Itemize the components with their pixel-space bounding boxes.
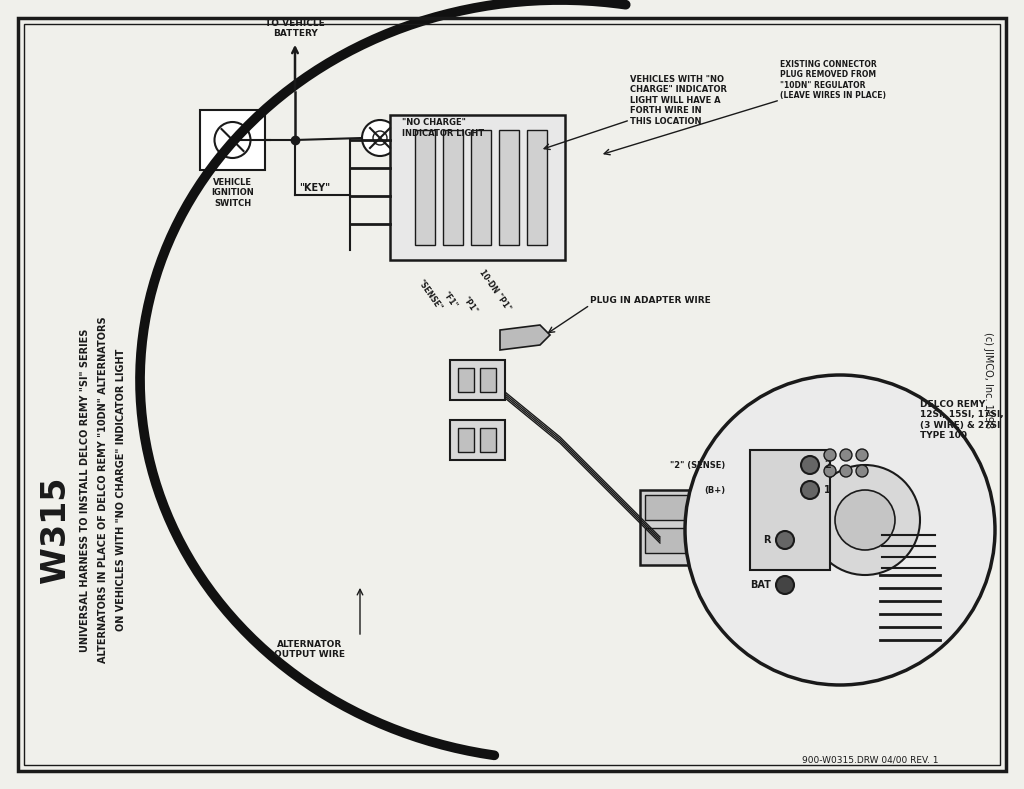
Circle shape xyxy=(685,375,995,685)
Circle shape xyxy=(801,481,819,499)
Bar xyxy=(390,115,565,260)
Circle shape xyxy=(824,449,836,461)
Circle shape xyxy=(835,490,895,550)
Bar xyxy=(458,368,474,392)
Text: TO VEHICLE
BATTERY: TO VEHICLE BATTERY xyxy=(265,19,325,38)
Text: W315: W315 xyxy=(39,477,72,583)
Circle shape xyxy=(214,122,251,158)
Bar xyxy=(200,110,265,170)
Bar xyxy=(640,490,695,565)
Bar xyxy=(527,130,547,245)
Text: 2: 2 xyxy=(824,460,830,470)
Bar xyxy=(645,528,690,553)
Text: (c) JIMCO, Inc. 1998: (c) JIMCO, Inc. 1998 xyxy=(983,332,993,428)
Text: DELCO REMY
12SI, 15SI, 17SI,
(3 WIRE) & 27SI
TYPE 100: DELCO REMY 12SI, 15SI, 17SI, (3 WIRE) & … xyxy=(920,400,1004,440)
Text: 1: 1 xyxy=(824,485,830,495)
Circle shape xyxy=(776,576,794,594)
Text: ON VEHICLES WITH "NO CHARGE" INDICATOR LIGHT: ON VEHICLES WITH "NO CHARGE" INDICATOR L… xyxy=(116,349,126,631)
Text: 900-W0315.DRW 04/00 REV. 1: 900-W0315.DRW 04/00 REV. 1 xyxy=(802,756,938,765)
Text: R: R xyxy=(764,535,771,545)
Text: BAT: BAT xyxy=(751,580,771,590)
Text: PLUG IN ADAPTER WIRE: PLUG IN ADAPTER WIRE xyxy=(590,296,711,305)
Bar xyxy=(443,130,463,245)
Circle shape xyxy=(824,465,836,477)
Circle shape xyxy=(373,131,387,145)
Circle shape xyxy=(840,449,852,461)
Text: (B+): (B+) xyxy=(703,485,725,495)
Bar xyxy=(471,130,490,245)
Text: ALTERNATOR
OUTPUT WIRE: ALTERNATOR OUTPUT WIRE xyxy=(274,640,345,660)
Circle shape xyxy=(362,120,398,156)
Bar xyxy=(480,368,496,392)
Bar xyxy=(480,428,496,452)
Circle shape xyxy=(840,465,852,477)
Circle shape xyxy=(801,456,819,474)
Bar xyxy=(645,495,690,520)
Text: "KEY": "KEY" xyxy=(299,182,330,193)
Text: EXISTING CONNECTOR
PLUG REMOVED FROM
"10DN" REGULATOR
(LEAVE WIRES IN PLACE): EXISTING CONNECTOR PLUG REMOVED FROM "10… xyxy=(780,60,886,100)
Circle shape xyxy=(856,449,868,461)
Bar xyxy=(450,420,505,460)
Bar xyxy=(458,428,474,452)
Circle shape xyxy=(776,531,794,549)
Circle shape xyxy=(810,465,920,575)
Text: 10-DN "P1": 10-DN "P1" xyxy=(477,267,512,312)
Text: VEHICLE
IGNITION
SWITCH: VEHICLE IGNITION SWITCH xyxy=(211,178,254,208)
Text: UNIVERSAL HARNESS TO INSTALL DELCO REMY "SI" SERIES: UNIVERSAL HARNESS TO INSTALL DELCO REMY … xyxy=(80,328,90,652)
Polygon shape xyxy=(500,325,550,350)
Bar xyxy=(450,360,505,400)
Text: "NO CHARGE"
INDICATOR LIGHT: "NO CHARGE" INDICATOR LIGHT xyxy=(402,118,484,138)
Text: "P1": "P1" xyxy=(461,294,479,316)
Text: VEHICLES WITH "NO
CHARGE" INDICATOR
LIGHT WILL HAVE A
FORTH WIRE IN
THIS LOCATIO: VEHICLES WITH "NO CHARGE" INDICATOR LIGH… xyxy=(630,75,727,125)
Text: "SENSE": "SENSE" xyxy=(416,278,444,312)
Text: "F1": "F1" xyxy=(441,290,459,310)
Text: "2" (SENSE): "2" (SENSE) xyxy=(670,461,725,469)
Circle shape xyxy=(856,465,868,477)
Text: ALTERNATORS IN PLACE OF DELCO REMY "10DN" ALTERNATORS: ALTERNATORS IN PLACE OF DELCO REMY "10DN… xyxy=(98,316,108,664)
Bar xyxy=(415,130,435,245)
Bar xyxy=(750,450,830,570)
Bar xyxy=(499,130,519,245)
